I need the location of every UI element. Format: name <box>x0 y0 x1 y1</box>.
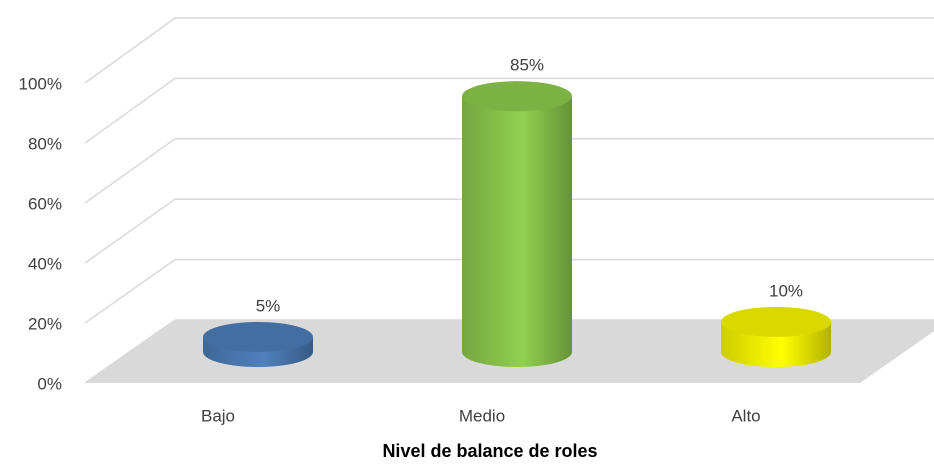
bar <box>462 96 572 353</box>
y-tick-label: 40% <box>28 254 62 273</box>
y-tick-label: 60% <box>28 194 62 213</box>
bar-top <box>462 81 572 112</box>
bar-top <box>721 306 831 337</box>
x-tick-label: Alto <box>731 406 760 425</box>
grid-line <box>84 319 934 384</box>
data-label: 5% <box>256 296 281 315</box>
grid-line <box>84 198 934 264</box>
grid-line <box>84 77 934 144</box>
grid-line <box>84 258 934 324</box>
y-tick-label: 20% <box>28 314 62 333</box>
grid-line <box>84 17 934 84</box>
x-tick-label: Bajo <box>201 406 235 425</box>
y-tick-label: 80% <box>28 134 62 153</box>
grid-line <box>84 138 934 204</box>
x-tick-label: Medio <box>459 406 505 425</box>
x-axis-title: Nivel de balance de roles <box>382 441 597 461</box>
data-label: 85% <box>510 56 544 75</box>
y-tick-label: 100% <box>19 74 62 93</box>
y-tick-label: 0% <box>37 374 62 393</box>
data-label: 10% <box>769 281 803 300</box>
bar-top <box>203 321 313 352</box>
